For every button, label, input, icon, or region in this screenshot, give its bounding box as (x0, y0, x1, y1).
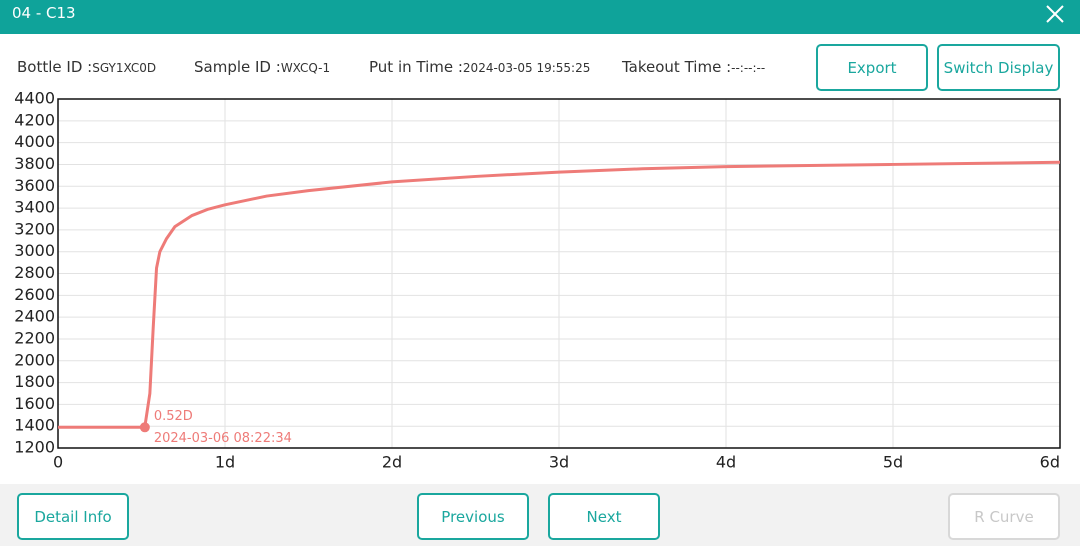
info-value: 2024-03-05 19:55:25 (462, 61, 591, 75)
chart: 1200 1400 1600 1800 2000 2200 2400 2600 2800 3000… (14, 92, 1061, 472)
y-tick-label: 3000 (14, 241, 55, 260)
y-tick-label: 1200 (14, 438, 55, 457)
info-label: Takeout Time : (622, 58, 732, 76)
y-tick-label: 3200 (14, 219, 55, 238)
info-item: Bottle ID :SGY1XC0D (17, 58, 156, 76)
y-tick-label: 2400 (14, 307, 55, 326)
header-title: 04 - C13 (12, 4, 76, 22)
y-tick-label: 1400 (14, 416, 55, 435)
y-tick-label: 2800 (14, 263, 55, 282)
x-tick-label: 4d (716, 453, 736, 472)
y-tick-label: 3800 (14, 154, 55, 173)
export-button[interactable]: Export (816, 44, 928, 91)
info-label: Sample ID : (194, 58, 281, 76)
x-tick-label: 0 (53, 453, 63, 472)
info-item: Put in Time :2024-03-05 19:55:25 (369, 58, 590, 76)
header: 04 - C13 (0, 0, 1080, 34)
plot-border (57, 98, 1061, 449)
y-tick-label: 2000 (14, 350, 55, 369)
next-button[interactable]: Next (548, 493, 660, 540)
close-icon[interactable] (1044, 3, 1066, 25)
info-value: --:--:-- (731, 61, 766, 75)
x-tick-label: 6d (1040, 453, 1060, 472)
y-tick-label: 4200 (14, 110, 55, 129)
y-tick-label: 1800 (14, 372, 55, 391)
switch-display-button[interactable]: Switch Display (937, 44, 1060, 91)
r-curve-button: R Curve (948, 493, 1060, 540)
y-tick-label: 3600 (14, 176, 55, 195)
marker-label: 0.52D (154, 409, 193, 424)
footer (0, 484, 1080, 546)
y-tick-label: 1600 (14, 394, 55, 413)
detail-info-button[interactable]: Detail Info (17, 493, 129, 540)
y-tick-label: 2600 (14, 285, 55, 304)
x-tick-label: 2d (382, 453, 402, 472)
marker-point (139, 422, 150, 433)
x-tick-label: 1d (215, 453, 235, 472)
y-tick-label: 3400 (14, 198, 55, 217)
previous-button[interactable]: Previous (417, 493, 529, 540)
y-tick-label: 2200 (14, 328, 55, 347)
marker-time: 2024-03-06 08:22:34 (154, 431, 292, 446)
info-value: WXCQ-1 (280, 61, 331, 75)
y-tick-label: 4400 (14, 92, 55, 108)
y-tick-label: 4000 (14, 132, 55, 151)
x-tick-label: 3d (549, 453, 569, 472)
info-label: Bottle ID : (17, 58, 93, 76)
info-label: Put in Time : (369, 58, 463, 76)
info-item: Sample ID :WXCQ-1 (194, 58, 330, 76)
x-tick-label: 5d (883, 453, 903, 472)
info-value: SGY1XC0D (92, 61, 157, 75)
line (58, 160, 1061, 429)
info-item: Takeout Time :--:--:-- (622, 58, 765, 76)
